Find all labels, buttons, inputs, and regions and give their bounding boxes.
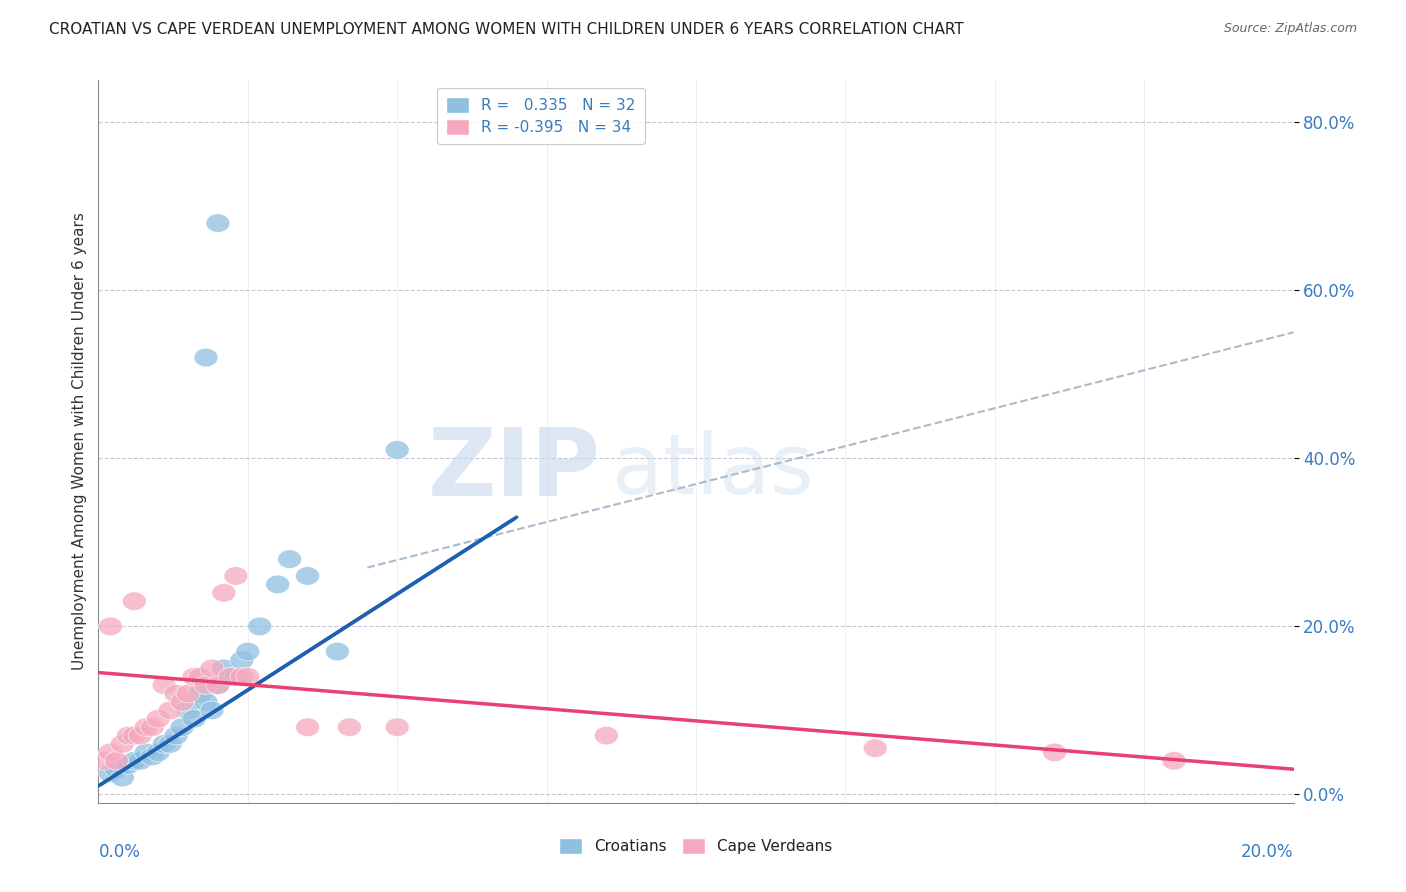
Ellipse shape <box>170 693 194 711</box>
Ellipse shape <box>236 667 260 686</box>
Ellipse shape <box>93 752 117 770</box>
Ellipse shape <box>98 743 122 762</box>
Ellipse shape <box>266 575 290 593</box>
Ellipse shape <box>159 735 183 753</box>
Ellipse shape <box>200 659 224 678</box>
Ellipse shape <box>278 549 302 568</box>
Legend: Croatians, Cape Verdeans: Croatians, Cape Verdeans <box>553 832 839 860</box>
Ellipse shape <box>141 747 165 766</box>
Text: Source: ZipAtlas.com: Source: ZipAtlas.com <box>1223 22 1357 36</box>
Ellipse shape <box>98 764 122 782</box>
Ellipse shape <box>207 214 231 232</box>
Ellipse shape <box>385 718 409 737</box>
Ellipse shape <box>231 651 254 669</box>
Ellipse shape <box>224 667 247 686</box>
Ellipse shape <box>337 718 361 737</box>
Ellipse shape <box>188 684 212 703</box>
Ellipse shape <box>200 701 224 720</box>
Ellipse shape <box>207 676 231 694</box>
Ellipse shape <box>385 441 409 459</box>
Ellipse shape <box>212 583 236 602</box>
Ellipse shape <box>236 642 260 661</box>
Ellipse shape <box>104 760 128 779</box>
Ellipse shape <box>128 726 152 745</box>
Ellipse shape <box>188 667 212 686</box>
Ellipse shape <box>212 659 236 678</box>
Text: CROATIAN VS CAPE VERDEAN UNEMPLOYMENT AMONG WOMEN WITH CHILDREN UNDER 6 YEARS CO: CROATIAN VS CAPE VERDEAN UNEMPLOYMENT AM… <box>49 22 965 37</box>
Ellipse shape <box>146 709 170 728</box>
Ellipse shape <box>122 726 146 745</box>
Text: ZIP: ZIP <box>427 425 600 516</box>
Ellipse shape <box>231 667 254 686</box>
Ellipse shape <box>159 701 183 720</box>
Ellipse shape <box>170 718 194 737</box>
Ellipse shape <box>104 752 128 770</box>
Ellipse shape <box>135 743 159 762</box>
Ellipse shape <box>128 752 152 770</box>
Ellipse shape <box>595 726 619 745</box>
Ellipse shape <box>152 735 176 753</box>
Ellipse shape <box>326 642 350 661</box>
Ellipse shape <box>122 752 146 770</box>
Ellipse shape <box>194 348 218 367</box>
Text: 20.0%: 20.0% <box>1241 843 1294 861</box>
Ellipse shape <box>194 693 218 711</box>
Ellipse shape <box>218 667 242 686</box>
Ellipse shape <box>1163 752 1187 770</box>
Ellipse shape <box>98 617 122 636</box>
Ellipse shape <box>863 739 887 757</box>
Ellipse shape <box>111 735 135 753</box>
Ellipse shape <box>176 684 200 703</box>
Ellipse shape <box>218 667 242 686</box>
Ellipse shape <box>141 718 165 737</box>
Ellipse shape <box>146 743 170 762</box>
Ellipse shape <box>295 566 319 585</box>
Ellipse shape <box>165 726 188 745</box>
Ellipse shape <box>1043 743 1067 762</box>
Ellipse shape <box>207 676 231 694</box>
Ellipse shape <box>135 718 159 737</box>
Y-axis label: Unemployment Among Women with Children Under 6 years: Unemployment Among Women with Children U… <box>72 212 87 671</box>
Ellipse shape <box>194 676 218 694</box>
Ellipse shape <box>247 617 271 636</box>
Ellipse shape <box>152 676 176 694</box>
Ellipse shape <box>165 684 188 703</box>
Ellipse shape <box>111 768 135 787</box>
Ellipse shape <box>295 718 319 737</box>
Text: 0.0%: 0.0% <box>98 843 141 861</box>
Ellipse shape <box>176 701 200 720</box>
Ellipse shape <box>224 566 247 585</box>
Ellipse shape <box>117 756 141 774</box>
Text: atlas: atlas <box>613 430 814 511</box>
Ellipse shape <box>117 726 141 745</box>
Ellipse shape <box>122 592 146 610</box>
Ellipse shape <box>183 667 207 686</box>
Ellipse shape <box>183 709 207 728</box>
